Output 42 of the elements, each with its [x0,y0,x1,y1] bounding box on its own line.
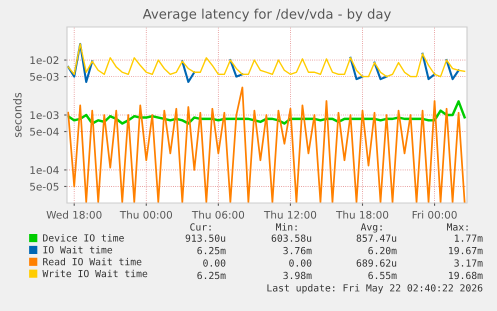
x-tick-label: Fri 00:00 [412,210,457,219]
text: Min: [276,223,297,231]
text: Cur: [190,223,211,231]
text: 0.00 [289,259,312,267]
text: Avg: [360,223,382,233]
text: 6.25m [197,272,226,280]
x-tick-label: Thu 06:00 [192,210,244,219]
text: 689.62u [356,259,396,267]
y-axis-title: seconds [13,92,22,138]
y-tick-label: 1e-04 [30,166,59,174]
y-tick-label: 1e-02 [30,56,58,64]
y-tick-label: 5e-05 [30,182,58,191]
legend-label: Write IO Wait time [42,270,148,278]
text: 857.47u [356,234,396,242]
chart-title: Average latency for /dev/vda - by day [142,8,391,22]
x-tick-label: Thu 12:00 [264,210,316,219]
text: 603.58u [272,234,312,242]
text: 6.20m [368,246,397,254]
text: 19.67m [449,246,483,254]
text: 3.76m [283,246,312,254]
y-tick-label: 1e-03 [30,111,59,120]
legend-label: Device IO time [43,234,124,242]
x-tick-label: Thu 00:00 [120,210,172,219]
text: 6.55m [368,272,397,280]
y-tick-label: 5e-04 [30,128,59,136]
text: 3.98m [283,272,312,280]
y-tick-label: 5e-03 [30,72,59,81]
legend-label: IO Wait time [43,246,112,254]
text: 0.00 [203,259,226,267]
text: 19.68m [449,272,483,280]
legend-label: Read IO Wait time [43,258,142,266]
text: Max: [446,223,468,231]
line-series [67,100,466,125]
line-series [68,43,466,78]
x-tick-label: Thu 18:00 [336,210,388,219]
line-series [67,86,466,203]
x-tick-label: Wed 18:00 [46,210,102,219]
text: 913.50u [186,234,226,242]
text: 1.77m [454,234,483,242]
text: Last update: Fri May 22 02:40:22 2026 [267,284,482,294]
text: 6.25m [197,246,226,254]
text: 3.17m [454,259,483,267]
